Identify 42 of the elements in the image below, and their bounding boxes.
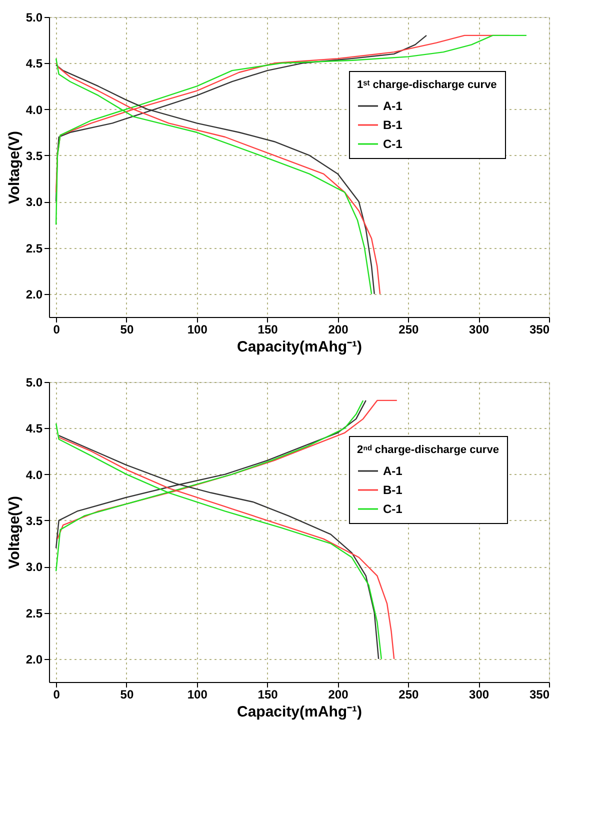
x-tick-label: 100	[187, 688, 208, 702]
y-axis-title: Voltage(V)	[6, 496, 23, 570]
legend-label: B-1	[383, 483, 403, 497]
x-tick-label: 50	[120, 688, 134, 702]
x-tick-label: 300	[469, 688, 490, 702]
y-axis-title: Voltage(V)	[6, 130, 23, 204]
x-tick-label: 200	[328, 688, 349, 702]
legend-label: C-1	[383, 137, 403, 151]
legend-label: B-1	[383, 118, 403, 132]
y-tick-label: 3.0	[26, 560, 43, 574]
legend-label: A-1	[383, 464, 403, 478]
x-tick-label: 250	[398, 688, 419, 702]
y-tick-label: 5.0	[26, 10, 43, 24]
y-tick-label: 3.0	[26, 195, 43, 210]
x-tick-label: 200	[328, 322, 349, 336]
x-tick-label: 300	[469, 322, 490, 336]
y-tick-label: 4.5	[26, 422, 43, 436]
y-tick-label: 4.5	[26, 56, 43, 71]
x-axis-title: Capacity(mAhg⁻¹)	[236, 704, 362, 720]
y-tick-label: 5.0	[26, 376, 43, 390]
x-tick-label: 150	[258, 688, 278, 702]
x-tick-label: 0	[53, 322, 60, 336]
y-tick-label: 4.0	[26, 102, 43, 117]
y-tick-label: 2.5	[26, 606, 43, 620]
y-tick-label: 3.5	[26, 148, 43, 163]
x-tick-label: 350	[529, 322, 550, 336]
y-tick-label: 3.5	[26, 514, 43, 528]
x-tick-label: 350	[529, 688, 550, 702]
x-tick-label: 100	[187, 322, 208, 336]
x-tick-label: 150	[258, 322, 278, 336]
x-tick-label: 0	[53, 688, 60, 702]
y-tick-label: 4.0	[26, 468, 43, 482]
y-tick-label: 2.5	[26, 241, 43, 256]
legend-label: C-1	[383, 502, 403, 516]
y-tick-label: 2.0	[26, 652, 43, 666]
x-tick-label: 250	[398, 322, 419, 336]
x-axis-title: Capacity(mAhg⁻¹)	[236, 338, 362, 356]
legend-title: 1ˢᵗ charge-discharge curve	[357, 79, 497, 91]
legend-label: A-1	[383, 99, 403, 113]
legend-title: 2ⁿᵈ charge-discharge curve	[357, 444, 499, 456]
x-tick-label: 50	[120, 322, 134, 336]
y-tick-label: 2.0	[26, 287, 43, 302]
